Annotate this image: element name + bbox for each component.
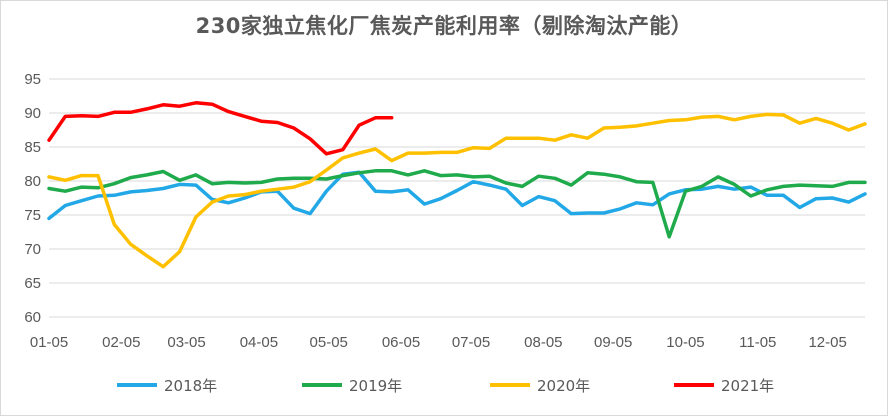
y-tick-label: 65 (24, 275, 41, 292)
legend-label: 2018年 (164, 377, 217, 395)
legend-label: 2021年 (721, 377, 774, 395)
chart-title: 230家独立焦化厂焦炭产能利用率（剔除淘汰产能） (195, 14, 693, 38)
y-tick-label: 80 (24, 173, 41, 190)
y-tick-label: 90 (24, 105, 41, 122)
x-tick-label: 08-05 (524, 334, 562, 351)
x-tick-label: 02-05 (102, 334, 140, 351)
x-tick-label: 11-05 (739, 334, 776, 351)
series-line-2021年 (47, 101, 394, 156)
x-tick-label: 10-05 (666, 334, 704, 351)
y-tick-label: 95 (24, 71, 41, 88)
x-tick-label: 09-05 (594, 334, 632, 351)
legend-label: 2019年 (349, 377, 402, 395)
series-line-2020年 (47, 112, 867, 269)
legend-label: 2020年 (537, 377, 590, 395)
x-tick-label: 05-05 (310, 334, 348, 351)
y-tick-label: 60 (24, 309, 41, 326)
gridlines (49, 78, 865, 318)
y-tick-label: 85 (24, 139, 41, 156)
y-tick-label: 70 (24, 241, 41, 258)
series-lines (47, 101, 867, 269)
x-tick-label: 04-05 (240, 334, 278, 351)
y-tick-label: 75 (24, 207, 41, 224)
y-axis-tick-labels: 60 65 70 75 80 85 90 95 (24, 71, 41, 326)
series-line-2018年 (47, 170, 867, 221)
x-tick-label: 03-05 (167, 334, 205, 351)
x-tick-label: 07-05 (452, 334, 490, 351)
x-tick-label: 12-05 (808, 334, 846, 351)
x-tick-label: 06-05 (382, 334, 420, 351)
x-tick-label: 01-05 (30, 334, 68, 351)
x-axis-tick-labels: 01-05 02-05 03-05 04-05 05-05 06-05 07-05 08-05… (30, 334, 847, 351)
legend: 2018年 2019年 2020年 2021年 (117, 377, 774, 395)
series-line-2019年 (47, 169, 867, 239)
